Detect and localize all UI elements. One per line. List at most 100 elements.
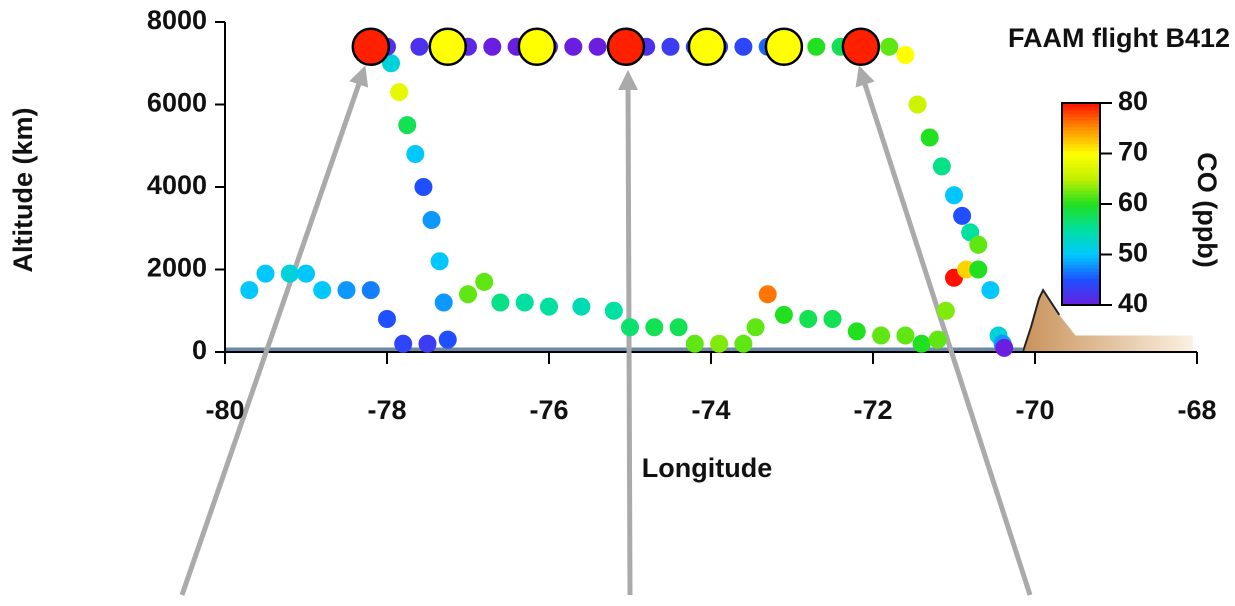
x-tick-label: -70 [1015,395,1054,425]
track-point [912,334,931,353]
colorbar-cell [1062,173,1100,178]
colorbar-cell [1062,267,1100,272]
track-point [361,281,380,300]
colorbar-cell [1062,230,1100,235]
colorbar-tick-label: 60 [1118,187,1148,217]
colorbar-cell [1062,288,1100,293]
colorbar-cell [1062,257,1100,262]
colorbar-cell [1062,193,1100,198]
colorbar-cell [1062,281,1100,286]
colorbar-cell [1062,163,1100,168]
colorbar-cell [1062,284,1100,289]
arrows [179,65,1033,596]
track-point [406,145,425,163]
colorbar-cell [1062,264,1100,269]
y-tick-label: 0 [192,335,207,365]
y-tick-label: 8000 [147,5,207,35]
track-point [414,178,433,196]
x-tick-label: -78 [367,395,406,425]
y-tick-label: 6000 [147,88,207,118]
track-point [969,260,988,279]
colorbar-cell [1062,197,1100,202]
colorbar-cell [1062,150,1100,155]
colorbar-cell [1062,234,1100,239]
track-point [758,285,777,304]
track-point [430,252,449,271]
track-point [746,318,765,337]
colorbar-cell [1062,133,1100,138]
colorbar-cell [1062,241,1100,245]
track-point [896,46,915,64]
drop-marker [351,27,391,66]
track-point [540,297,558,316]
y-axis-label: Altitude (km) [8,108,38,273]
colorbar-cell [1062,143,1100,148]
track-point [880,37,899,56]
track-point [313,281,332,300]
y-tick-label: 4000 [147,170,207,200]
colorbar-cell [1062,170,1100,175]
colorbar-cell [1062,187,1100,192]
y-tick-label: 2000 [147,253,207,283]
x-tick-label: -76 [529,395,568,425]
terrain [1022,290,1193,352]
track-point [337,281,356,300]
arrow [855,65,1033,596]
colorbar-tick-label: 50 [1118,238,1148,268]
colorbar-cell [1062,200,1100,205]
track-point [240,281,259,300]
arrow [179,65,369,596]
track-point [661,37,680,56]
x-tick-label: -74 [691,395,730,425]
track-point [572,297,591,316]
track-point [621,318,639,337]
colorbar-cell [1062,103,1100,107]
track-point [491,293,510,312]
track-point [734,334,753,353]
colorbar-cell [1062,190,1100,195]
x-axis-label: Longitude [642,453,772,483]
drop-marker [687,27,727,66]
track-point [896,326,915,345]
track-point [515,293,534,312]
drop-marker [841,27,881,66]
colorbar-cell [1062,160,1100,165]
colorbar-cell [1062,220,1100,225]
colorbar-cell [1062,129,1100,134]
colorbar-label: CO (ppb) [1192,152,1222,267]
track-point [438,330,457,349]
colorbar-cell [1062,244,1100,249]
track-point [908,95,927,114]
track-point [390,83,409,102]
track-point [936,301,955,320]
track-point [774,305,793,324]
track-point [483,37,502,56]
track-point [422,211,441,229]
track-point [256,264,275,283]
track-point [945,186,963,205]
colorbar-cell [1062,237,1100,242]
track-point [604,301,623,320]
colorbar-cell [1062,116,1100,121]
chart-title: FAAM flight B412 [1008,23,1230,53]
colorbar-cell [1062,298,1100,303]
colorbar-cell [1062,291,1100,296]
track-point [928,330,947,349]
arrow [618,70,639,596]
track-point [872,326,891,345]
colorbar-cell [1062,214,1100,219]
colorbar-cell [1062,136,1100,141]
colorbar-cell [1062,177,1100,182]
colorbar-cell [1062,126,1100,131]
track-point [564,37,583,56]
track-point [995,338,1014,357]
track-point [669,318,688,337]
colorbar-cell [1062,106,1100,111]
colorbar-cell [1062,217,1100,222]
track-point [847,322,866,341]
track-point [418,334,437,353]
track-point [588,37,607,56]
colorbar-cell [1062,183,1100,188]
